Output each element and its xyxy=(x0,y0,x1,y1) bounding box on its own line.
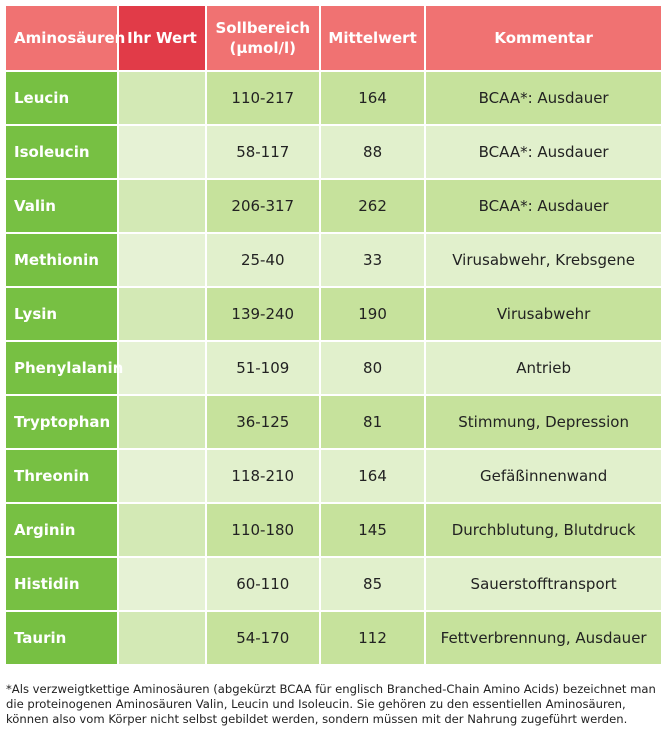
sollbereich-cell: 110-180 xyxy=(206,504,319,556)
sollbereich-cell: 54-170 xyxy=(206,612,319,664)
sollbereich-cell: 36-125 xyxy=(206,396,319,448)
table-row: Lysin 139-240 190 Virusabwehr xyxy=(6,288,661,340)
ihr-wert-cell xyxy=(119,558,205,610)
kommentar-cell: Antrieb xyxy=(426,342,661,394)
kommentar-cell: Virusabwehr, Krebsgene xyxy=(426,234,661,286)
ihr-wert-cell xyxy=(119,288,205,340)
table-header-row: Aminosäuren Ihr Wert Sollbereich (µmol/l… xyxy=(6,6,661,70)
sollbereich-cell: 110-217 xyxy=(206,72,319,124)
header-aminosaeuren: Aminosäuren xyxy=(6,6,125,70)
amino-name-cell: Valin xyxy=(6,180,118,232)
header-sollbereich-title: Sollbereich xyxy=(215,19,311,37)
amino-name-cell: Arginin xyxy=(6,504,118,556)
table-row: Taurin 54-170 112 Fettverbrennung, Ausda… xyxy=(6,612,661,664)
sollbereich-cell: 118-210 xyxy=(206,450,319,502)
mittelwert-cell: 112 xyxy=(320,612,425,664)
mittelwert-cell: 85 xyxy=(320,558,425,610)
amino-name-cell: Threonin xyxy=(6,450,118,502)
table-row: Phenylalanin 51-109 80 Antrieb xyxy=(6,342,661,394)
table-row: Leucin 110-217 164 BCAA*: Ausdauer xyxy=(6,72,661,124)
kommentar-cell: Fettverbrennung, Ausdauer xyxy=(426,612,661,664)
mittelwert-cell: 164 xyxy=(320,450,425,502)
header-ihr-wert: Ihr Wert xyxy=(119,6,205,70)
table-body: Leucin 110-217 164 BCAA*: Ausdauer Isole… xyxy=(6,72,661,664)
ihr-wert-cell xyxy=(119,504,205,556)
amino-name-cell: Lysin xyxy=(6,288,118,340)
amino-name-cell: Histidin xyxy=(6,558,118,610)
sollbereich-cell: 25-40 xyxy=(206,234,319,286)
amino-name-cell: Tryptophan xyxy=(6,396,118,448)
sollbereich-cell: 58-117 xyxy=(206,126,319,178)
sollbereich-cell: 51-109 xyxy=(206,342,319,394)
table-row: Histidin 60-110 85 Sauerstofftransport xyxy=(6,558,661,610)
table-row: Isoleucin 58-117 88 BCAA*: Ausdauer xyxy=(6,126,661,178)
table-row: Valin 206-317 262 BCAA*: Ausdauer xyxy=(6,180,661,232)
kommentar-cell: Gefäßinnenwand xyxy=(426,450,661,502)
table-row: Arginin 110-180 145 Durchblutung, Blutdr… xyxy=(6,504,661,556)
amino-acid-table-container: Aminosäuren Ihr Wert Sollbereich (µmol/l… xyxy=(4,4,663,666)
ihr-wert-cell xyxy=(119,234,205,286)
ihr-wert-cell xyxy=(119,342,205,394)
amino-name-cell: Phenylalanin xyxy=(6,342,123,394)
mittelwert-cell: 80 xyxy=(320,342,425,394)
mittelwert-cell: 88 xyxy=(320,126,425,178)
amino-name-cell: Isoleucin xyxy=(6,126,118,178)
mittelwert-cell: 262 xyxy=(320,180,425,232)
table-row: Tryptophan 36-125 81 Stimmung, Depressio… xyxy=(6,396,661,448)
header-kommentar: Kommentar xyxy=(426,6,661,70)
header-sollbereich-unit: (µmol/l) xyxy=(229,39,296,57)
mittelwert-cell: 190 xyxy=(320,288,425,340)
mittelwert-cell: 164 xyxy=(320,72,425,124)
amino-name-cell: Leucin xyxy=(6,72,118,124)
amino-acid-table: Aminosäuren Ihr Wert Sollbereich (µmol/l… xyxy=(4,4,663,666)
ihr-wert-cell xyxy=(119,450,205,502)
kommentar-cell: BCAA*: Ausdauer xyxy=(426,72,661,124)
kommentar-cell: Durchblutung, Blutdruck xyxy=(426,504,661,556)
mittelwert-cell: 33 xyxy=(320,234,425,286)
table-row: Threonin 118-210 164 Gefäßinnenwand xyxy=(6,450,661,502)
kommentar-cell: Sauerstofftransport xyxy=(426,558,661,610)
kommentar-cell: BCAA*: Ausdauer xyxy=(426,126,661,178)
header-sollbereich: Sollbereich (µmol/l) xyxy=(206,6,319,70)
header-mittelwert: Mittelwert xyxy=(320,6,425,70)
amino-name-cell: Taurin xyxy=(6,612,118,664)
ihr-wert-cell xyxy=(119,396,205,448)
table-row: Methionin 25-40 33 Virusabwehr, Krebsgen… xyxy=(6,234,661,286)
ihr-wert-cell xyxy=(119,180,205,232)
kommentar-cell: Virusabwehr xyxy=(426,288,661,340)
ihr-wert-cell xyxy=(119,126,205,178)
ihr-wert-cell xyxy=(119,612,205,664)
bcaa-footnote: *Als verzweigtkettige Aminosäuren (abgek… xyxy=(6,682,656,726)
kommentar-cell: BCAA*: Ausdauer xyxy=(426,180,661,232)
kommentar-cell: Stimmung, Depression xyxy=(426,396,661,448)
sollbereich-cell: 139-240 xyxy=(206,288,319,340)
amino-name-cell: Methionin xyxy=(6,234,118,286)
mittelwert-cell: 145 xyxy=(320,504,425,556)
mittelwert-cell: 81 xyxy=(320,396,425,448)
sollbereich-cell: 60-110 xyxy=(206,558,319,610)
sollbereich-cell: 206-317 xyxy=(206,180,319,232)
ihr-wert-cell xyxy=(119,72,205,124)
